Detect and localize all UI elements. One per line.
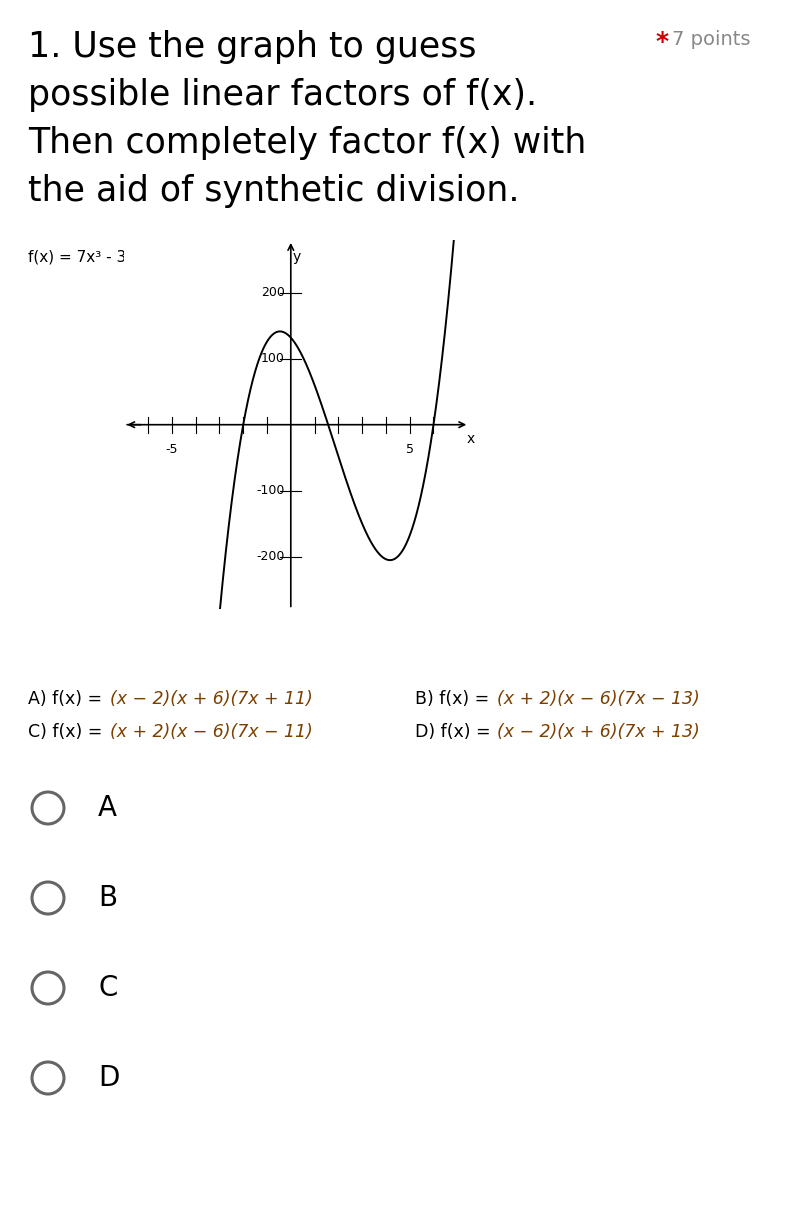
Text: f(x) = 7x³ - 39x² - 40x + 132: f(x) = 7x³ - 39x² - 40x + 132 [28,250,246,265]
Text: 7 points: 7 points [672,30,751,49]
Text: D) f(x) =: D) f(x) = [415,723,491,741]
Text: 100: 100 [261,352,285,366]
Text: -100: -100 [257,484,285,497]
Text: Then completely factor f(x) with: Then completely factor f(x) with [28,126,586,160]
Text: A) f(x) =: A) f(x) = [28,691,102,708]
Text: (x − 2)(x + 6)(7x + 13): (x − 2)(x + 6)(7x + 13) [497,723,700,741]
Text: 1. Use the graph to guess: 1. Use the graph to guess [28,30,476,64]
Text: y: y [293,250,301,263]
Text: A: A [98,794,117,822]
Text: B: B [98,884,117,912]
Text: D: D [98,1064,119,1092]
Text: 200: 200 [261,287,285,299]
Text: B) f(x) =: B) f(x) = [415,691,489,708]
Text: (x + 2)(x − 6)(7x − 13): (x + 2)(x − 6)(7x − 13) [497,691,700,708]
Text: possible linear factors of f(x).: possible linear factors of f(x). [28,78,537,112]
Text: -5: -5 [166,443,178,457]
Text: (x − 2)(x + 6)(7x + 11): (x − 2)(x + 6)(7x + 11) [110,691,313,708]
Text: 5: 5 [406,443,414,457]
Text: C: C [98,974,117,1002]
Text: x: x [467,432,475,446]
Text: (x + 2)(x − 6)(7x − 11): (x + 2)(x − 6)(7x − 11) [110,723,313,741]
Text: C) f(x) =: C) f(x) = [28,723,103,741]
Text: the aid of synthetic division.: the aid of synthetic division. [28,174,520,208]
Text: -200: -200 [257,550,285,563]
Text: *: * [655,30,668,54]
